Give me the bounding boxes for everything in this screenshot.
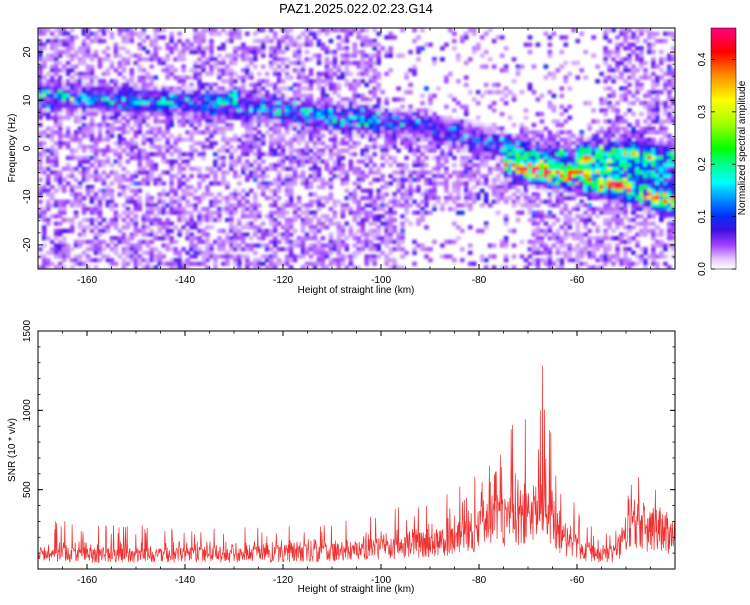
heatmap-y-tick-label: -10: [22, 189, 33, 204]
snr-x-tick-label: -80: [472, 575, 487, 586]
snr-x-tick-label: -140: [175, 575, 195, 586]
heatmap-x-tick-label: -60: [570, 275, 585, 286]
heatmap-y-tick-label: 0: [22, 145, 33, 151]
heatmap-y-tick-label: -20: [22, 237, 33, 252]
colorbar-tick-label: 0.3: [697, 104, 708, 118]
heatmap-x-tick-label: -80: [472, 275, 487, 286]
colorbar-tick-label: 0.0: [697, 262, 708, 276]
colorbar-gradient: [711, 28, 736, 269]
heatmap-y-axis-label: Frequency (Hz): [7, 114, 18, 183]
snr-x-tick-label: -160: [77, 575, 97, 586]
heatmap-y-tick-label: 10: [22, 94, 33, 106]
snr-y-axis-label: SNR (10 * v/v): [7, 418, 18, 482]
snr-x-axis-label: Height of straight line (km): [298, 584, 415, 595]
colorbar-tick-label: 0.2: [697, 157, 708, 171]
heatmap-x-tick-label: -160: [77, 275, 97, 286]
heatmap-y-tick-label: 20: [22, 46, 33, 58]
snr-x-tick-label: -120: [273, 575, 293, 586]
snr-y-tick-label: 1500: [22, 319, 33, 342]
heatmap-x-tick-label: -140: [175, 275, 195, 286]
heatmap-x-axis-label: Height of straight line (km): [298, 285, 415, 296]
snr-x-tick-label: -60: [570, 575, 585, 586]
colorbar-label: Normalized spectral amplitude: [737, 80, 748, 215]
chart-title: PAZ1.2025.022.02.23.G14: [279, 1, 433, 16]
snr-y-tick-label: 1000: [22, 399, 33, 422]
colorbar-tick-label: 0.1: [697, 209, 708, 223]
colorbar-tick-label: 0.4: [697, 52, 708, 66]
heatmap-x-tick-label: -120: [273, 275, 293, 286]
colorbar: 0.0 0.1 0.2 0.3 0.4 Normalized spectral ampl…: [697, 28, 748, 276]
snr-y-tick-label: 500: [22, 481, 33, 498]
